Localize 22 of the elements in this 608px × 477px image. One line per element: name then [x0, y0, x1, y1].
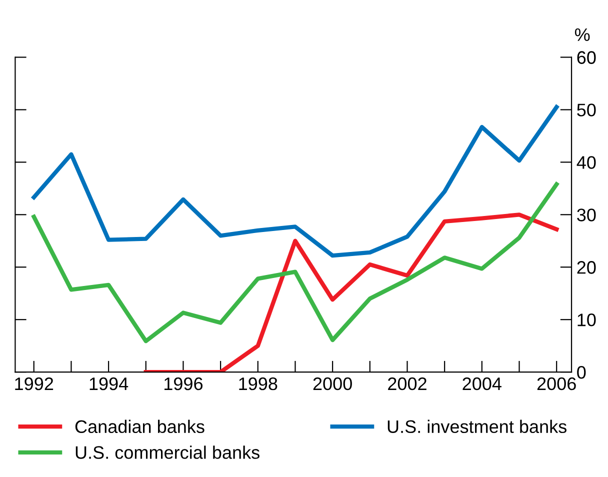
x-tick-label: 1996 [164, 377, 203, 390]
y-tick-label: 0 [577, 366, 586, 379]
x-tick-label: 1994 [90, 377, 128, 390]
legend-label: U.S. investment banks [388, 420, 566, 434]
y-tick-label: 60 [577, 51, 596, 64]
y-tick-label: 20 [577, 261, 596, 274]
y-tick-label: 10 [578, 314, 596, 326]
y-tick-label: 30 [577, 208, 596, 222]
x-tick-label: 2002 [388, 377, 426, 390]
line-series [32, 105, 559, 258]
y-axis-title: % [574, 28, 590, 42]
line-series [32, 182, 559, 344]
x-tick-label: 1992 [15, 377, 54, 390]
y-tick-label: 50 [577, 104, 596, 116]
x-tick-label: 2000 [313, 377, 352, 390]
legend-label: Canadian banks [75, 420, 204, 434]
x-tick-label: 2004 [462, 377, 502, 390]
line-series [144, 212, 559, 372]
x-tick-label: 2006 [537, 377, 576, 390]
legend-label: U.S. commercial banks [76, 446, 260, 459]
x-tick-label: 1998 [239, 377, 278, 390]
y-tick-label: 40 [576, 156, 596, 169]
